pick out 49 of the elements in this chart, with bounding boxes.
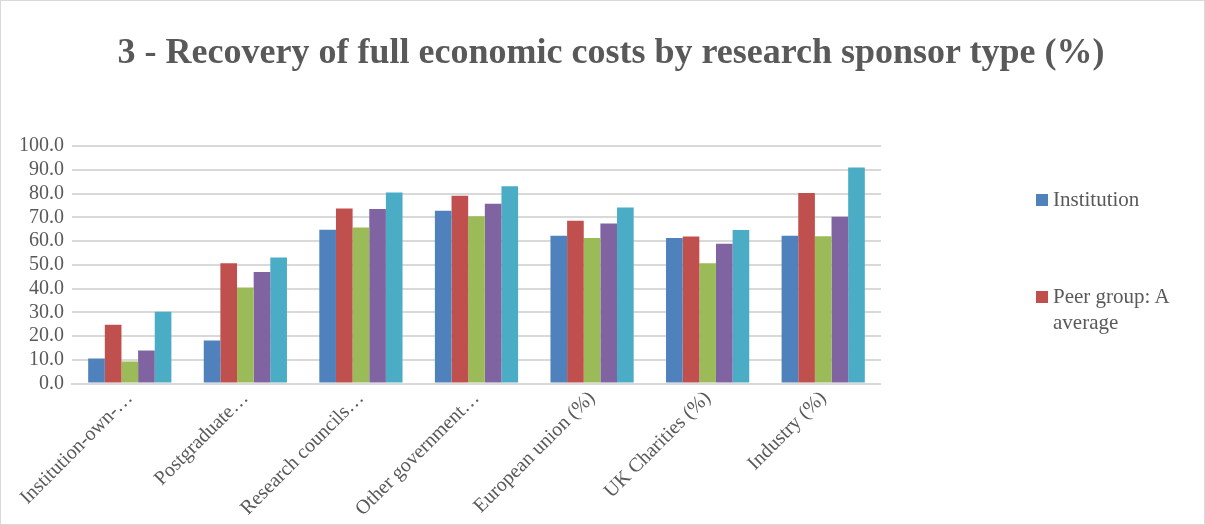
- y-tick-label: 30.0: [29, 299, 64, 322]
- bar: [484, 203, 502, 383]
- bar: [715, 243, 733, 383]
- bar: [154, 311, 172, 383]
- bar: [121, 361, 139, 383]
- bar: [88, 358, 105, 383]
- bar: [468, 216, 485, 383]
- y-tick-label: 60.0: [29, 228, 64, 251]
- bar: [434, 210, 452, 383]
- bar: [501, 186, 519, 383]
- bar: [831, 216, 849, 383]
- chart-title: 3 - Recovery of full economic costs by research sponsor type (%): [116, 30, 1106, 73]
- bar: [732, 230, 750, 383]
- bar: [253, 271, 271, 383]
- bar: [270, 257, 287, 383]
- bar: [138, 350, 155, 383]
- bar: [352, 227, 370, 383]
- bar: [550, 235, 568, 383]
- bar: [203, 340, 221, 383]
- bar: [781, 235, 799, 383]
- bar: [699, 263, 716, 383]
- bar: [798, 193, 815, 383]
- legend-label: Institution: [1053, 186, 1140, 212]
- bar: [335, 208, 353, 383]
- y-tick-label: 70.0: [29, 204, 64, 227]
- y-tick-label: 20.0: [29, 323, 64, 346]
- bar: [319, 229, 336, 383]
- bar: [600, 223, 618, 383]
- bar: [369, 208, 386, 383]
- y-tick-label: 40.0: [29, 275, 64, 298]
- y-tick-label: 100.0: [19, 133, 64, 156]
- bar: [220, 263, 238, 383]
- legend-label: Peer group: A average: [1053, 283, 1170, 335]
- y-tick-label: 90.0: [29, 157, 64, 180]
- bar: [451, 195, 469, 383]
- bar: [237, 287, 254, 383]
- bar: [104, 324, 122, 383]
- bar: [848, 167, 865, 383]
- y-tick-label: 10.0: [29, 347, 64, 370]
- bar: [617, 207, 634, 383]
- y-tick-label: 80.0: [29, 180, 64, 203]
- bar: [583, 237, 601, 383]
- bar: [814, 236, 832, 383]
- bar: [682, 236, 700, 383]
- y-tick-label: 50.0: [29, 252, 64, 275]
- y-tick-label: 0.0: [39, 370, 64, 393]
- bar: [666, 237, 683, 383]
- bar: [567, 220, 584, 383]
- bar: [385, 192, 403, 383]
